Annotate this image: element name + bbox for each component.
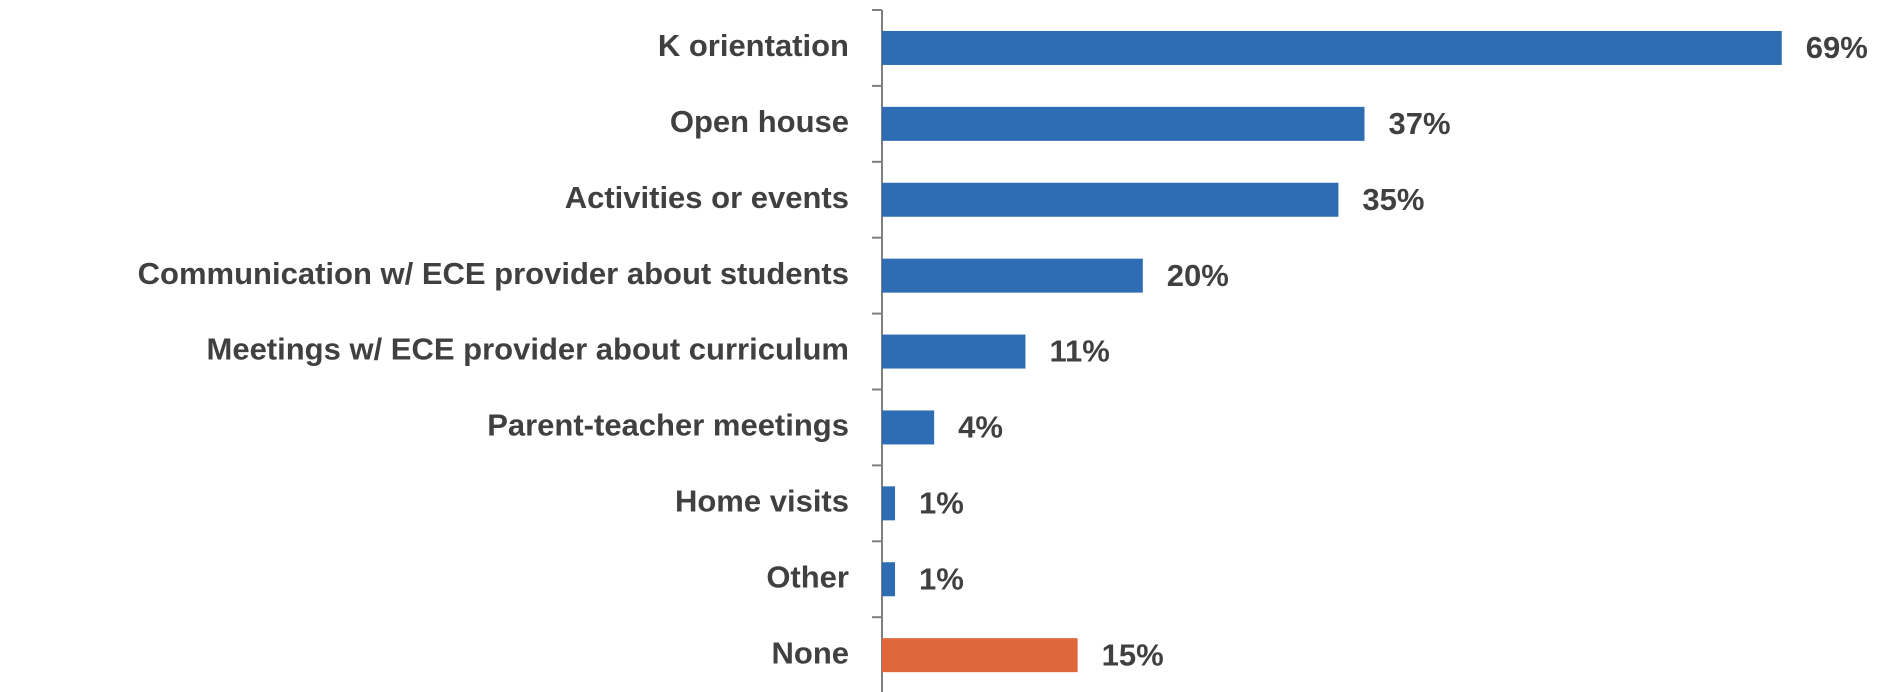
category-label: Home visits <box>675 484 849 519</box>
value-label: 4% <box>958 410 1003 445</box>
value-label: 35% <box>1362 182 1424 217</box>
value-label: 11% <box>1049 334 1109 369</box>
bar <box>882 410 935 445</box>
bar <box>882 638 1078 673</box>
bar <box>882 334 1026 369</box>
category-label: Activities or events <box>565 180 849 215</box>
value-label: 20% <box>1167 258 1229 293</box>
category-label: Communication w/ ECE provider about stud… <box>138 256 849 291</box>
value-label: 69% <box>1806 30 1868 65</box>
bar <box>882 486 896 521</box>
value-label: 1% <box>919 561 964 596</box>
category-label: Parent-teacher meetings <box>487 408 849 443</box>
value-label: 15% <box>1102 637 1164 672</box>
category-label: K orientation <box>658 28 849 63</box>
category-label: None <box>772 635 850 670</box>
bar <box>882 258 1143 293</box>
category-label: Other <box>766 559 849 594</box>
bar <box>882 562 896 597</box>
bar <box>882 30 1782 65</box>
value-label: 37% <box>1388 106 1450 141</box>
category-label: Meetings w/ ECE provider about curriculu… <box>207 332 850 367</box>
value-label: 1% <box>919 486 964 521</box>
bar <box>882 182 1339 217</box>
bar <box>882 106 1365 141</box>
category-label: Open house <box>670 104 849 139</box>
